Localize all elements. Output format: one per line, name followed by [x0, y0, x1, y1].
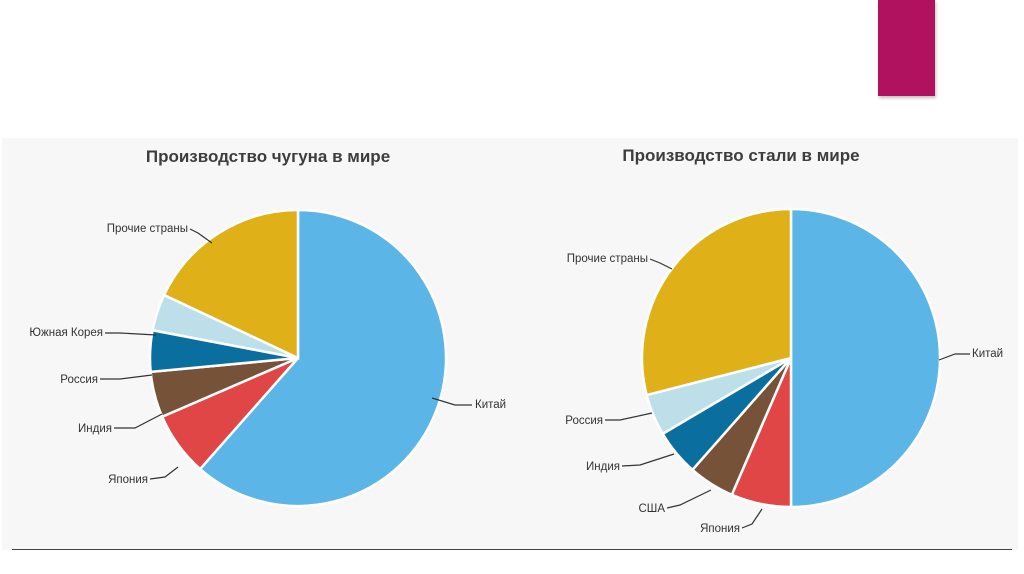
leader-line: [649, 258, 673, 270]
chart-title-iron: Производство чугуна в мире: [146, 147, 390, 166]
bottom-divider: [12, 549, 1012, 550]
leader-line: [741, 508, 763, 529]
leader-line: [105, 332, 157, 336]
chart-title-steel: Производство стали в мире: [622, 146, 859, 165]
leader-line: [431, 397, 472, 406]
pie-steel: Китай Япония США Индия Россия Прочие страны: [565, 207, 1003, 535]
slice-label: Индия: [78, 423, 112, 435]
slice-label: Прочие страны: [107, 223, 188, 235]
leader-line: [938, 353, 970, 361]
slide-accent-bar: [878, 0, 935, 96]
slice-label: Россия: [60, 374, 98, 386]
slice-label: США: [638, 503, 665, 515]
slice-label: Китай: [475, 399, 506, 411]
slice-label: Индия: [586, 461, 620, 473]
pie-slice-steel-0: [789, 207, 942, 509]
pie-slice-iron-5: [162, 208, 300, 360]
leader-line: [621, 453, 675, 467]
slice-label: Прочие страны: [567, 253, 648, 265]
slice-label: Китай: [972, 348, 1003, 360]
pie-slice-steel-5: [640, 207, 793, 397]
slice-label: Россия: [565, 415, 603, 427]
pie-slice-iron-0: [198, 208, 448, 508]
leader-line: [666, 489, 712, 509]
slice-label: Южная Корея: [29, 327, 103, 339]
leader-line: [149, 466, 179, 480]
slice-label: Япония: [108, 474, 148, 486]
leader-line: [100, 374, 153, 380]
leader-line: [114, 413, 163, 429]
slice-label: Япония: [700, 523, 740, 535]
pie-iron: Китай Япония Индия Россия Южная Корея Прочие …: [29, 208, 506, 508]
leader-line: [189, 228, 213, 244]
leader-line: [605, 412, 653, 421]
